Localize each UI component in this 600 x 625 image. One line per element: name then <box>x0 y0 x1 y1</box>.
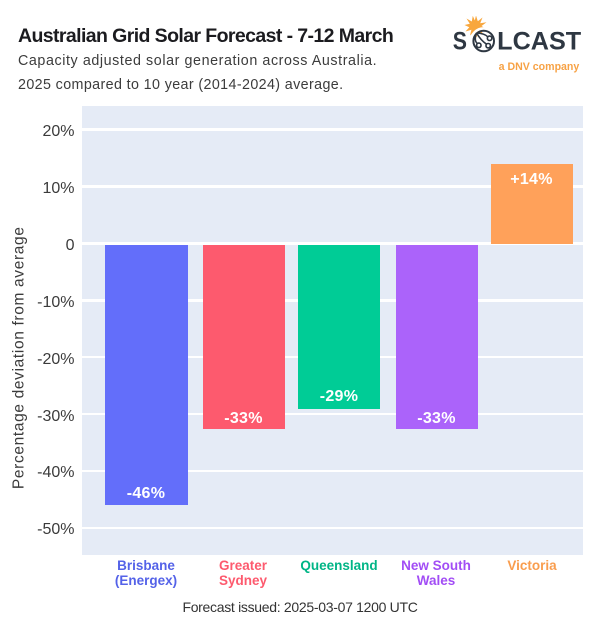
svg-text:S: S <box>453 29 467 56</box>
svg-text:LCAST: LCAST <box>497 29 581 56</box>
svg-text:a DNV company: a DNV company <box>499 61 580 73</box>
